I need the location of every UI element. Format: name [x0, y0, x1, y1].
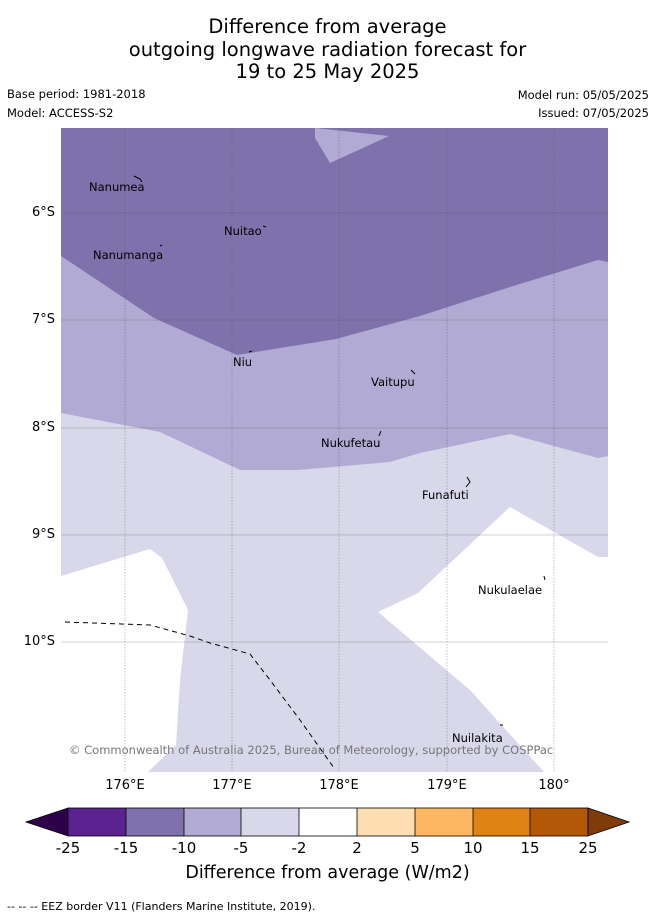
- colorbar-segment: [530, 808, 588, 836]
- colorbar-tick-label: -15: [113, 839, 139, 857]
- model-label: Model: ACCESS-S2: [7, 106, 114, 120]
- island-label: Nuitao: [224, 224, 262, 238]
- colorbar-tick-label: -5: [233, 839, 249, 857]
- island-label: Nukufetau: [321, 436, 380, 450]
- island-label: Nanumanga: [93, 248, 163, 262]
- lat-tick-label: 9°S: [31, 527, 55, 542]
- gridlines: [61, 212, 608, 643]
- model-run-label: Model run: 05/05/2025: [517, 88, 649, 102]
- island-label: Funafuti: [422, 488, 469, 502]
- lat-tick-label: 10°S: [23, 634, 55, 649]
- region-minus10-minus5-north: [315, 128, 389, 163]
- island-shape-funafuti: [465, 476, 471, 488]
- island-labels: Nanumea Nuitao Nanumanga Niu Vaitupu Nuk…: [89, 180, 542, 745]
- colorbar-tick-label: 5: [410, 839, 420, 857]
- colorbar-segment: [415, 808, 473, 836]
- lon-tick-label: 178°E: [319, 778, 359, 793]
- colorbar-title: Difference from average (W/m2): [185, 863, 470, 883]
- colorbar-frame: [67, 807, 589, 837]
- region-minus15-minus10: [61, 128, 608, 355]
- lat-tick-label: 7°S: [31, 312, 55, 327]
- colorbar-under-arrow: [24, 807, 69, 837]
- colorbar-segment: [68, 808, 126, 836]
- colorbar-tick-label: -25: [55, 839, 81, 857]
- colorbar-tick-label: -10: [171, 839, 197, 857]
- colorbar-tick-label: 15: [520, 839, 540, 857]
- eez-border-line: [64, 621, 335, 769]
- island-shape-nanumea: [133, 175, 143, 183]
- island-shape-nuitao: [262, 225, 267, 228]
- colorbar-segment: [126, 808, 184, 836]
- island-shape-nanumanga: [159, 244, 163, 247]
- lat-tick-label: 6°S: [31, 205, 55, 220]
- island-shape-niu: [248, 350, 253, 353]
- colorbar: [24, 807, 631, 837]
- region-near-average-east: [378, 507, 608, 772]
- colorbar-segment: [299, 808, 357, 836]
- island-shape-nukufetau: [378, 430, 382, 437]
- copyright-notice: © Commonwealth of Australia 2025, Bureau…: [69, 743, 553, 757]
- colorbar-segment: [357, 808, 415, 836]
- title-line-3: 19 to 25 May 2025: [235, 60, 420, 83]
- island-label: Nukulaelae: [478, 583, 542, 597]
- colorbar-tick-label: 10: [463, 839, 483, 857]
- island-label: Niu: [233, 355, 252, 369]
- lon-tick-label: 177°E: [212, 778, 252, 793]
- meridians: [124, 128, 555, 772]
- colorbar-tick-label: -2: [291, 839, 307, 857]
- island-shape-vaitupu: [410, 369, 416, 375]
- island-shapes: [133, 175, 546, 726]
- chart-title: Difference from average outgoing longwav…: [0, 15, 655, 84]
- issued-label: Issued: 07/05/2025: [538, 106, 649, 120]
- colorbar-tick-label: 2: [352, 839, 362, 857]
- lon-tick-label: 179°E: [427, 778, 467, 793]
- island-label: Nuilakita: [452, 731, 503, 745]
- colorbar-segment: [473, 808, 530, 836]
- island-label: Nanumea: [89, 180, 145, 194]
- island-shape-nukulaelae: [543, 575, 546, 581]
- lat-tick-label: 8°S: [31, 420, 55, 435]
- colorbar-segment: [241, 808, 299, 836]
- region-near-average-west: [61, 549, 188, 772]
- eez-legend-note: -- -- -- EEZ border V11 (Flanders Marine…: [7, 900, 316, 913]
- colorbar-tick-label: 25: [578, 839, 598, 857]
- title-line-1: Difference from average: [208, 15, 447, 38]
- colorbar-segment: [184, 808, 241, 836]
- island-label: Vaitupu: [371, 375, 415, 389]
- colorbar-over-arrow: [587, 807, 631, 837]
- lon-tick-label: 180°: [538, 778, 570, 793]
- lon-tick-label: 176°E: [105, 778, 145, 793]
- title-line-2: outgoing longwave radiation forecast for: [128, 37, 527, 61]
- base-period-label: Base period: 1981-2018: [7, 87, 146, 101]
- map-shading: [61, 128, 608, 772]
